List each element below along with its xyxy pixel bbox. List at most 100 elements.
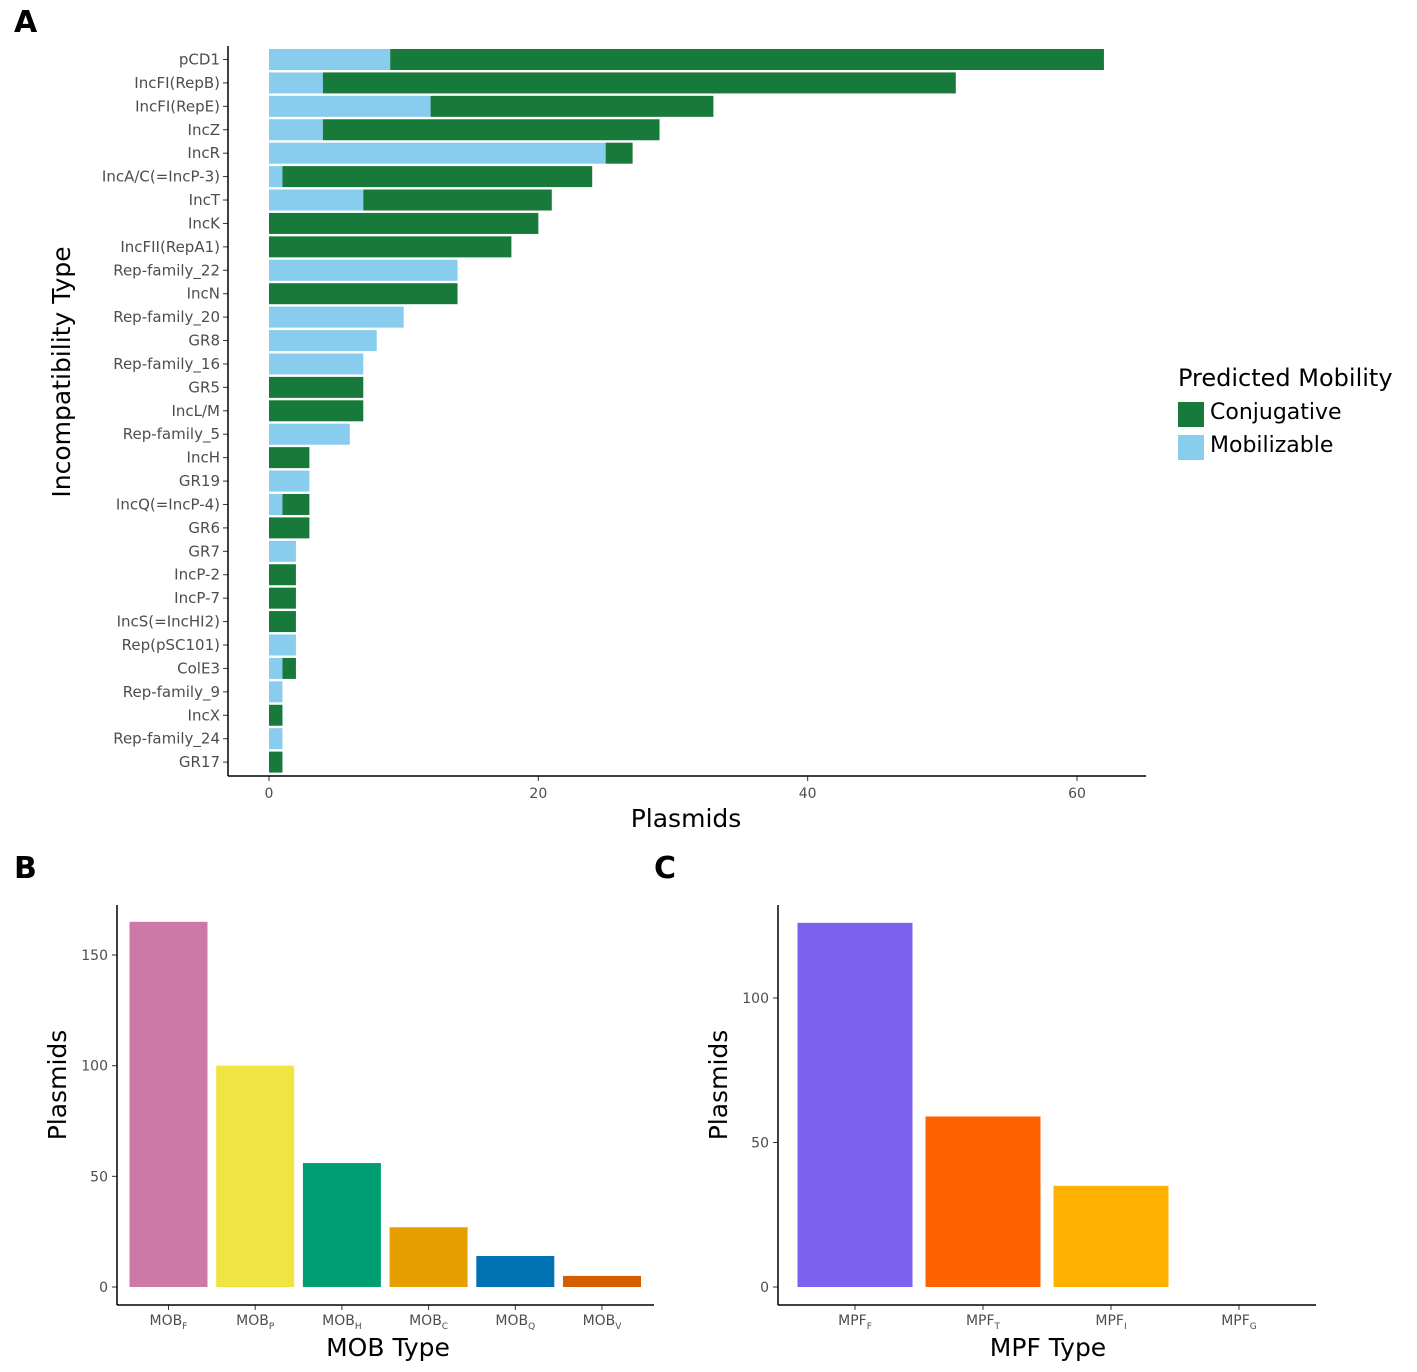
panel-b-x-axis-title: MOB Type xyxy=(326,1333,450,1362)
y-tick-label: Rep-family_22 xyxy=(113,261,220,280)
panel-a-category-labels: pCD1 IncFI(RepB) IncFI(RepE) IncZ IncR IncA/C… xyxy=(102,51,228,771)
x-tick-label: 20 xyxy=(529,786,547,802)
x-tick-label: 0 xyxy=(265,786,274,802)
panel-c-y-ticks: 0 50 100 xyxy=(742,991,778,1296)
y-tick-label: IncP-7 xyxy=(174,589,220,607)
y-tick-label: IncR xyxy=(187,144,220,162)
bar-pcd1-conjugative xyxy=(390,49,1104,70)
bar-incn-conjugative xyxy=(269,283,458,305)
y-tick-label: 0 xyxy=(760,1280,769,1296)
bar-incfi-repe-mobilizable xyxy=(269,95,431,117)
y-tick-label: IncK xyxy=(188,214,221,232)
bar-incq-incp-4-conjugative xyxy=(282,493,310,515)
bar-rep-family-20-mobilizable xyxy=(269,306,404,328)
bar-gr5-conjugative xyxy=(269,376,364,398)
y-tick-label: IncS(=IncHI2) xyxy=(117,613,220,631)
y-tick-label: 150 xyxy=(81,948,108,964)
bar-incp-7-conjugative xyxy=(269,587,296,609)
panel-c-chart: 0 50 100 MPFF MPFT MPFI MPFG MPF Type Plasmid… xyxy=(704,905,1316,1362)
y-tick-label: IncH xyxy=(187,449,220,467)
y-tick-label: GR5 xyxy=(188,378,220,396)
bar-gr7-mobilizable xyxy=(269,540,296,562)
bar-incp-2-conjugative xyxy=(269,564,296,586)
bar-incz-conjugative xyxy=(322,119,660,141)
bar-rep-family-5-mobilizable xyxy=(269,423,350,445)
x-tick-label-mob-f: MOBF xyxy=(150,1313,188,1332)
y-tick-label: Rep-family_24 xyxy=(113,730,220,749)
bar-incz-mobilizable xyxy=(269,119,323,141)
x-tick-label-mob-p: MOBP xyxy=(236,1313,275,1332)
y-tick-label: IncQ(=IncP-4) xyxy=(116,495,220,513)
bar-inck-conjugative xyxy=(269,212,539,234)
y-tick-label: GR19 xyxy=(179,472,220,490)
bar-mob-p xyxy=(216,1065,295,1287)
bar-incfi-repb-conjugative xyxy=(322,72,956,94)
y-tick-label: IncT xyxy=(189,191,221,209)
panel-b-y-axis-title: Plasmids xyxy=(43,1030,72,1141)
panel-a-chart: pCD1 IncFI(RepB) IncFI(RepE) IncZ IncR IncA/C… xyxy=(47,46,1146,833)
y-tick-label: pCD1 xyxy=(179,51,220,69)
bar-cole3-mobilizable xyxy=(269,657,283,679)
legend-label-conjugative: Conjugative xyxy=(1210,400,1342,425)
bar-rep-family-24-mobilizable xyxy=(269,728,283,750)
y-tick-label: ColE3 xyxy=(177,659,220,677)
x-tick-label-mpf-f: MPFF xyxy=(838,1313,872,1332)
y-tick-label: Rep-family_16 xyxy=(113,355,220,374)
y-tick-label: GR8 xyxy=(188,332,220,350)
y-tick-label: Rep-family_9 xyxy=(123,683,220,702)
bar-mpf-t xyxy=(925,1116,1041,1287)
y-tick-label: IncX xyxy=(188,706,220,724)
bar-mpf-f xyxy=(797,922,913,1287)
x-tick-label: 60 xyxy=(1068,786,1086,802)
y-tick-label: 50 xyxy=(751,1136,769,1152)
x-tick-label-mpf-i: MPFI xyxy=(1095,1313,1126,1332)
panel-b-y-ticks: 0 50 100 150 xyxy=(81,948,117,1296)
y-tick-label: IncN xyxy=(187,285,220,303)
x-tick-label-mob-v: MOBV xyxy=(583,1313,623,1332)
bar-rep-family-22-mobilizable xyxy=(269,259,458,281)
panel-b-chart: 0 50 100 150 MOBF MOBP MOBH MOBC MOBQ MOBV MOB T… xyxy=(43,905,654,1362)
bar-mob-f xyxy=(129,921,208,1287)
bar-gr17-conjugative xyxy=(269,751,283,773)
x-tick-label-mob-q: MOBQ xyxy=(495,1313,535,1332)
bar-inct-mobilizable xyxy=(269,189,364,211)
y-tick-label: IncZ xyxy=(188,121,220,139)
bar-incs-inchi2-conjugative xyxy=(269,611,296,633)
bar-incr-mobilizable xyxy=(269,142,606,164)
bar-incfii-repa1-conjugative xyxy=(269,236,512,258)
legend-title: Predicted Mobility xyxy=(1178,364,1393,392)
bar-incfi-repb-mobilizable xyxy=(269,72,323,94)
bar-inca-c-incp-3-conjugative xyxy=(282,166,593,188)
panel-a-x-axis-title: Plasmids xyxy=(631,804,742,833)
panel-label-b: B xyxy=(14,851,37,886)
bar-inct-conjugative xyxy=(363,189,552,211)
legend-swatch-conjugative xyxy=(1178,402,1204,427)
y-tick-label: GR6 xyxy=(188,519,220,537)
x-tick-label-mpf-t: MPFT xyxy=(966,1313,1001,1332)
x-tick-label-mob-c: MOBC xyxy=(409,1313,448,1332)
bar-cole3-conjugative xyxy=(282,657,296,679)
bar-mpf-i xyxy=(1053,1185,1169,1287)
y-tick-label: Rep-family_20 xyxy=(113,308,220,327)
y-tick-label: IncL/M xyxy=(171,402,220,420)
y-tick-label: 50 xyxy=(90,1169,108,1185)
y-tick-label: 0 xyxy=(99,1280,108,1296)
panel-a-y-axis-title: Incompatibility Type xyxy=(47,246,76,497)
bar-gr6-conjugative xyxy=(269,517,310,539)
panel-b-bars xyxy=(129,921,641,1287)
y-tick-label: GR17 xyxy=(179,753,220,771)
legend-swatch-mobilizable xyxy=(1178,435,1204,460)
panel-c-y-axis-title: Plasmids xyxy=(704,1030,733,1141)
bar-mob-h xyxy=(302,1163,381,1287)
bar-pcd1-mobilizable xyxy=(269,49,391,70)
panel-c-category-labels: MPFF MPFT MPFI MPFG xyxy=(838,1305,1257,1332)
panel-b-category-labels: MOBF MOBP MOBH MOBC MOBQ MOBV xyxy=(150,1305,623,1332)
bar-rep-family-16-mobilizable xyxy=(269,353,364,375)
legend-label-mobilizable: Mobilizable xyxy=(1210,433,1333,458)
x-tick-label-mpf-g: MPFG xyxy=(1221,1313,1257,1332)
panel-label-c: C xyxy=(654,851,676,886)
panel-c-x-axis-title: MPF Type xyxy=(990,1333,1106,1362)
bar-gr8-mobilizable xyxy=(269,330,377,352)
bar-rep-family-9-mobilizable xyxy=(269,681,283,703)
legend: Predicted Mobility Conjugative Mobilizab… xyxy=(1178,364,1393,460)
